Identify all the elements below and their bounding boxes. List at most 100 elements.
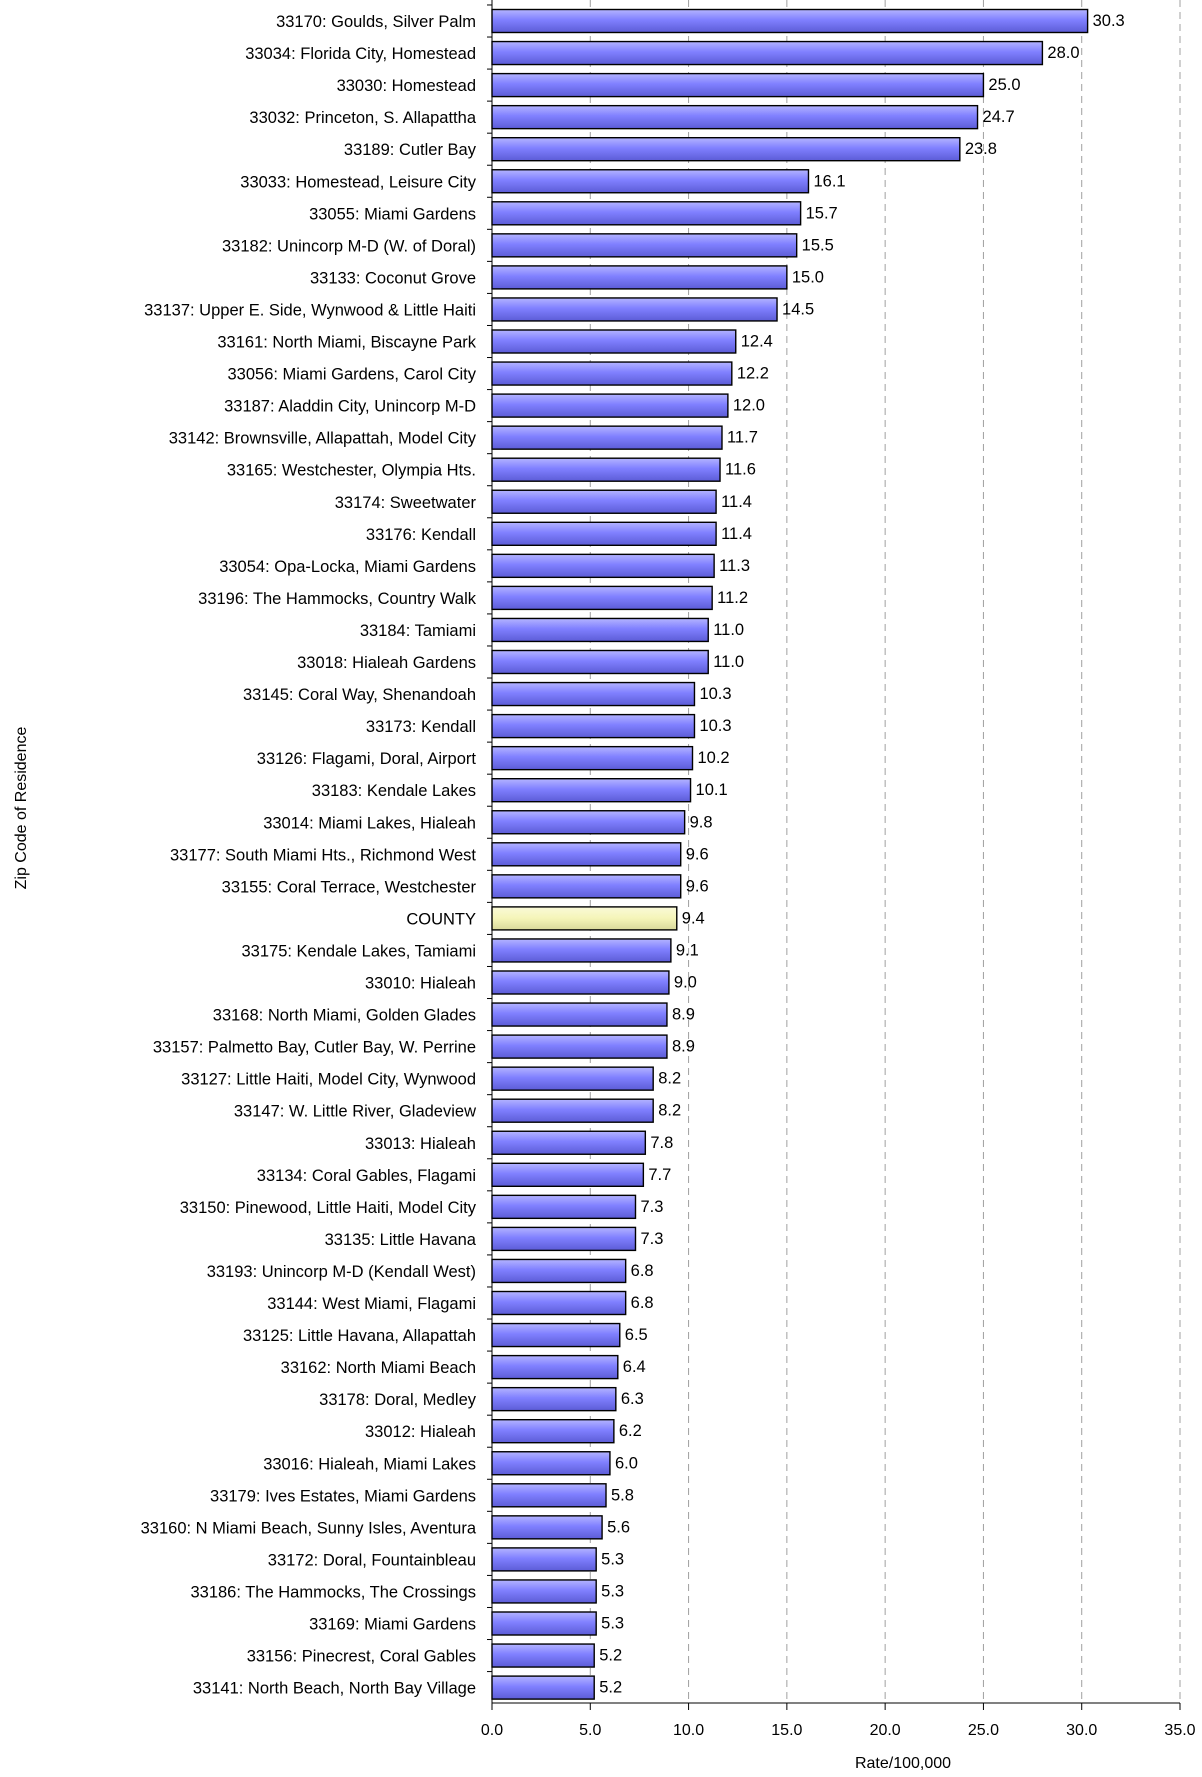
value-label: 11.4 xyxy=(721,525,752,543)
category-label: 33183: Kendale Lakes xyxy=(312,782,476,800)
value-label: 14.5 xyxy=(782,300,814,318)
category-label: 33160: N Miami Beach, Sunny Isles, Avent… xyxy=(141,1519,477,1537)
category-label: 33193: Unincorp M-D (Kendall West) xyxy=(207,1263,476,1281)
value-label: 5.2 xyxy=(599,1647,622,1665)
x-tick-label: 0.0 xyxy=(481,1722,503,1739)
x-tick-label: 25.0 xyxy=(968,1722,999,1739)
bar xyxy=(491,104,979,130)
category-label: 33175: Kendale Lakes, Tamiami xyxy=(241,942,476,960)
value-label: 16.1 xyxy=(813,172,845,190)
value-label: 6.8 xyxy=(631,1294,654,1312)
value-label: 12.2 xyxy=(737,365,769,383)
category-label: 33168: North Miami, Golden Glades xyxy=(213,1007,476,1025)
bar xyxy=(491,521,717,546)
x-tick-label: 15.0 xyxy=(771,1722,802,1739)
value-label: 15.5 xyxy=(802,236,834,254)
bar xyxy=(491,329,737,354)
category-label: 33169: Miami Gardens xyxy=(309,1616,476,1634)
bar xyxy=(491,361,733,386)
bar xyxy=(491,425,723,450)
value-label: 10.3 xyxy=(699,717,731,735)
x-tick-label: 5.0 xyxy=(579,1722,601,1739)
bar xyxy=(491,1515,603,1540)
value-label: 11.7 xyxy=(727,429,758,447)
x-tick-label: 20.0 xyxy=(870,1722,901,1739)
value-label: 6.2 xyxy=(619,1422,642,1440)
category-label: 33014: Miami Lakes, Hialeah xyxy=(263,814,476,832)
value-label: 9.4 xyxy=(682,909,705,927)
x-tick-label: 35.0 xyxy=(1164,1722,1195,1739)
value-label: 15.0 xyxy=(792,268,824,286)
category-label: 33145: Coral Way, Shenandoah xyxy=(243,686,476,704)
value-label: 25.0 xyxy=(988,76,1020,94)
value-label: 5.3 xyxy=(601,1582,624,1600)
bar xyxy=(491,1258,627,1284)
bar xyxy=(491,778,692,803)
category-label: 33137: Upper E. Side, Wynwood & Little H… xyxy=(144,301,476,319)
category-label: 33056: Miami Gardens, Carol City xyxy=(227,366,476,384)
category-label: 33184: Tamiami xyxy=(360,622,476,640)
category-label: 33147: W. Little River, Gladeview xyxy=(234,1103,476,1121)
category-label: 33189: Cutler Bay xyxy=(344,141,477,159)
category-label: 33172: Doral, Fountainbleau xyxy=(268,1551,476,1569)
category-label: 33174: Sweetwater xyxy=(335,494,477,512)
value-label: 7.3 xyxy=(640,1230,663,1248)
category-label: 33032: Princeton, S. Allapattha xyxy=(249,109,476,127)
category-label: 33133: Coconut Grove xyxy=(310,269,476,287)
category-label: 33196: The Hammocks, Country Walk xyxy=(198,590,477,608)
value-label: 6.4 xyxy=(623,1358,646,1376)
bar xyxy=(491,265,788,290)
value-label: 11.3 xyxy=(719,557,750,575)
category-label: 33010: Hialeah xyxy=(365,975,476,993)
x-axis-title: Rate/100,000 xyxy=(855,1755,951,1772)
bar xyxy=(491,393,729,418)
value-label: 5.6 xyxy=(607,1518,630,1536)
value-label: 6.0 xyxy=(615,1454,638,1472)
value-label: 8.2 xyxy=(658,1102,681,1120)
bar xyxy=(491,1194,637,1220)
value-label: 24.7 xyxy=(983,108,1015,126)
value-label: 11.0 xyxy=(713,653,744,671)
category-labels: 33170: Goulds, Silver Palm 33034: Florida… xyxy=(141,13,477,1698)
bar xyxy=(491,1098,654,1123)
bar xyxy=(491,201,802,226)
value-label: 5.8 xyxy=(611,1486,634,1504)
category-label: 33182: Unincorp M-D (W. of Doral) xyxy=(222,237,476,255)
bar xyxy=(491,1162,645,1188)
bar xyxy=(491,713,696,739)
value-label: 10.2 xyxy=(698,749,730,767)
x-tick-label: 30.0 xyxy=(1066,1722,1097,1739)
category-label: 33134: Coral Gables, Flagami xyxy=(257,1167,476,1185)
bar xyxy=(491,745,694,771)
value-label: 10.1 xyxy=(696,781,728,799)
bar xyxy=(491,1547,597,1572)
value-label: 5.3 xyxy=(601,1615,624,1633)
value-label: 6.5 xyxy=(625,1326,648,1344)
value-label: 9.8 xyxy=(690,813,713,831)
category-label: 33141: North Beach, North Bay Village xyxy=(193,1680,476,1698)
category-label: 33177: South Miami Hts., Richmond West xyxy=(170,846,476,864)
category-label: 33186: The Hammocks, The Crossings xyxy=(190,1583,476,1601)
bar xyxy=(491,617,709,643)
value-label: 15.7 xyxy=(806,204,838,222)
category-label: 33142: Brownsville, Allapattah, Model Ci… xyxy=(169,430,477,448)
bar xyxy=(491,40,1044,66)
value-label: 12.4 xyxy=(741,333,773,351)
bar xyxy=(491,1386,617,1412)
value-label: 5.2 xyxy=(599,1679,622,1697)
bar xyxy=(491,457,721,482)
category-label: 33150: Pinewood, Little Haiti, Model Cit… xyxy=(180,1199,477,1217)
bar xyxy=(491,1451,611,1476)
value-label: 7.8 xyxy=(650,1134,673,1152)
category-label: 33173: Kendall xyxy=(366,718,476,736)
bar xyxy=(491,1579,597,1604)
category-label: 33034: Florida City, Homestead xyxy=(245,45,476,63)
x-tick-label: 10.0 xyxy=(673,1722,704,1739)
value-label: 7.7 xyxy=(648,1166,671,1184)
bar xyxy=(491,1418,615,1444)
value-label: 9.6 xyxy=(686,845,709,863)
bar xyxy=(491,72,985,98)
category-label: 33162: North Miami Beach xyxy=(281,1359,476,1377)
bar xyxy=(491,1322,621,1348)
